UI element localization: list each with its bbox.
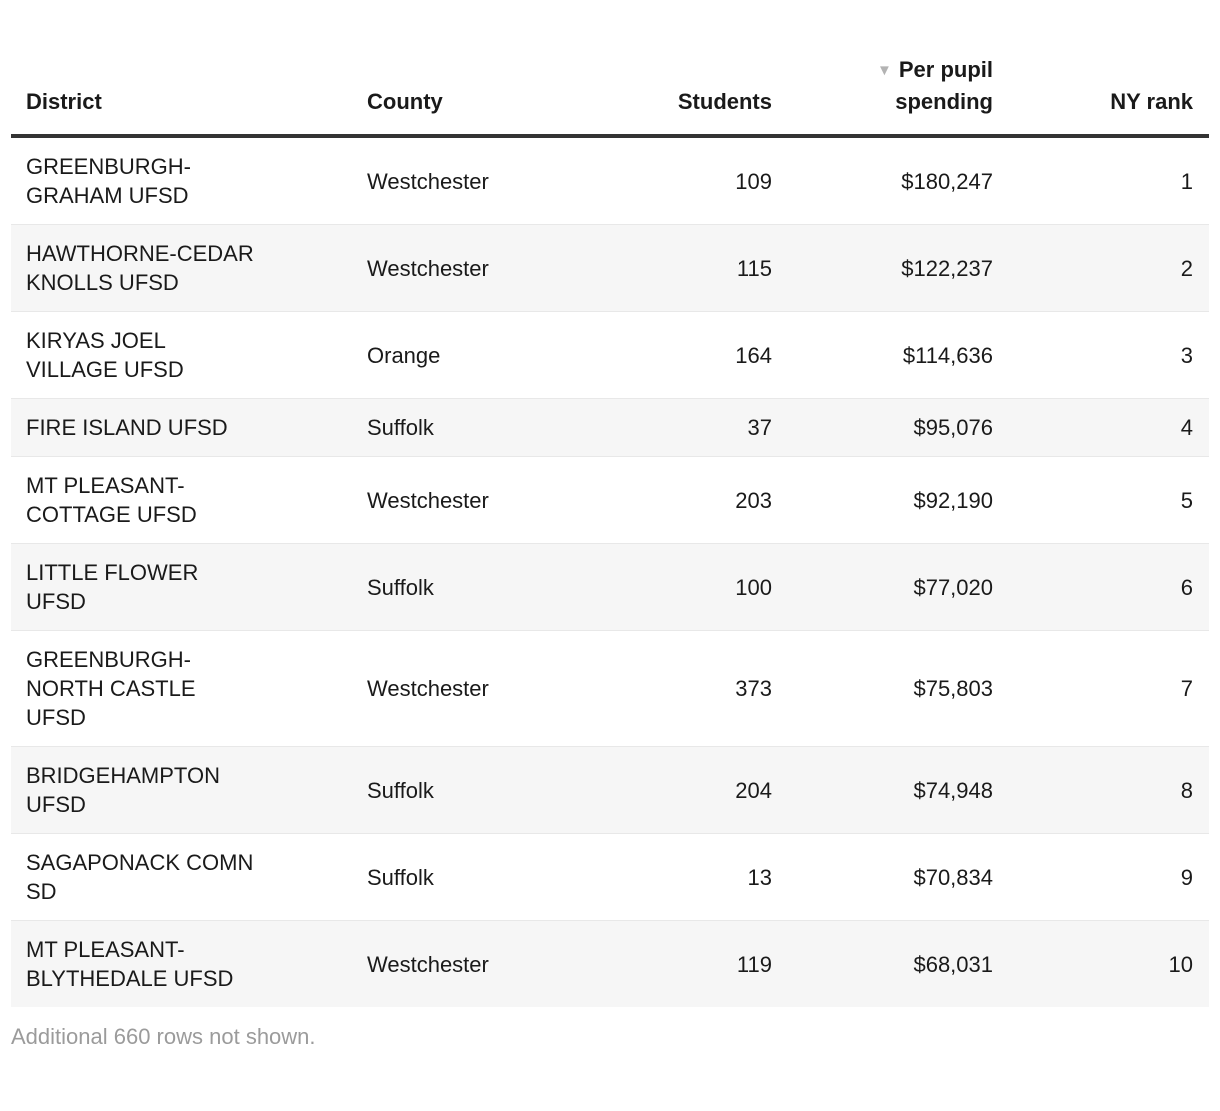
- cell-county: Westchester: [367, 168, 489, 194]
- cell-students: 373: [573, 630, 786, 747]
- cell-district: MT PLEASANT- BLYTHEDALE UFSD: [11, 920, 353, 1007]
- table-header-row: District County Students ▼ Per pupil spen…: [11, 55, 1209, 138]
- cell-county: Westchester: [353, 920, 573, 1007]
- cell-spending: $74,948: [786, 746, 1007, 834]
- cell-spending: $77,020: [786, 543, 1007, 631]
- cell-students: 119: [573, 920, 786, 1007]
- column-header-ny-rank[interactable]: NY rank: [1007, 55, 1209, 138]
- cell-district: KIRYAS JOEL VILLAGE UFSD: [11, 311, 353, 399]
- cell-county: Westchester: [353, 224, 573, 312]
- table-body: GREENBURGH- GRAHAM UFSD Westchester 109 …: [11, 136, 1209, 1007]
- cell-county: Westchester: [353, 456, 573, 544]
- cell-ny-rank: 3: [1007, 311, 1209, 399]
- cell-ny-rank: 8: [1007, 746, 1209, 834]
- cell-students: 203: [573, 456, 786, 544]
- cell-county: Suffolk: [353, 398, 573, 457]
- cell-spending: $180,247: [901, 168, 993, 194]
- cell-district: BRIDGEHAMPTON UFSD: [11, 746, 353, 834]
- table-row: GREENBURGH- NORTH CASTLE UFSD Westcheste…: [11, 630, 1209, 747]
- cell-district: SAGAPONACK COMN SD: [11, 833, 353, 921]
- cell-ny-rank: 6: [1007, 543, 1209, 631]
- cell-county: Suffolk: [353, 543, 573, 631]
- table-row: HAWTHORNE-CEDAR KNOLLS UFSD Westchester …: [11, 224, 1209, 312]
- cell-spending: $68,031: [786, 920, 1007, 1007]
- cell-district: FIRE ISLAND UFSD: [11, 398, 353, 457]
- cell-district: HAWTHORNE-CEDAR KNOLLS UFSD: [11, 224, 353, 312]
- cell-students: 115: [573, 224, 786, 312]
- districts-table: District County Students ▼ Per pupil spen…: [11, 55, 1209, 1007]
- table-row: MT PLEASANT- BLYTHEDALE UFSD Westchester…: [11, 920, 1209, 1007]
- table-row: GREENBURGH- GRAHAM UFSD Westchester 109 …: [11, 136, 1209, 225]
- cell-district: GREENBURGH- NORTH CASTLE UFSD: [11, 630, 353, 747]
- sort-desc-icon: ▼: [877, 62, 892, 79]
- table-row: SAGAPONACK COMN SD Suffolk 13 $70,834 9: [11, 833, 1209, 921]
- column-header-students[interactable]: Students: [573, 55, 786, 138]
- cell-spending: $92,190: [786, 456, 1007, 544]
- cell-county: Suffolk: [353, 746, 573, 834]
- cell-district: MT PLEASANT- COTTAGE UFSD: [11, 456, 353, 544]
- table-row: FIRE ISLAND UFSD Suffolk 37 $95,076 4: [11, 398, 1209, 457]
- table-row: LITTLE FLOWER UFSD Suffolk 100 $77,020 6: [11, 543, 1209, 631]
- cell-students: 37: [573, 398, 786, 457]
- cell-district: LITTLE FLOWER UFSD: [11, 543, 353, 631]
- table-row: BRIDGEHAMPTON UFSD Suffolk 204 $74,948 8: [11, 746, 1209, 834]
- cell-county: Suffolk: [353, 833, 573, 921]
- table-row: KIRYAS JOEL VILLAGE UFSD Orange 164 $114…: [11, 311, 1209, 399]
- cell-ny-rank: 2: [1007, 224, 1209, 312]
- cell-ny-rank: 1: [1180, 168, 1193, 194]
- column-header-per-pupil-spending[interactable]: ▼ Per pupil spending: [786, 55, 1007, 138]
- table-row: MT PLEASANT- COTTAGE UFSD Westchester 20…: [11, 456, 1209, 544]
- cell-students: 164: [573, 311, 786, 399]
- cell-students: 13: [573, 833, 786, 921]
- cell-district: GREENBURGH- GRAHAM UFSD: [26, 154, 192, 208]
- cell-ny-rank: 5: [1007, 456, 1209, 544]
- cell-spending: $114,636: [786, 311, 1007, 399]
- cell-ny-rank: 4: [1007, 398, 1209, 457]
- rows-not-shown-note: Additional 660 rows not shown.: [11, 1024, 316, 1049]
- cell-county: Westchester: [353, 630, 573, 747]
- cell-county: Orange: [353, 311, 573, 399]
- cell-spending: $95,076: [786, 398, 1007, 457]
- cell-ny-rank: 10: [1007, 920, 1209, 1007]
- column-header-per-pupil-spending-label: Per pupil spending: [895, 57, 993, 114]
- cell-spending: $75,803: [786, 630, 1007, 747]
- cell-spending: $122,237: [786, 224, 1007, 312]
- cell-students: 100: [573, 543, 786, 631]
- column-header-county[interactable]: County: [353, 55, 573, 138]
- cell-ny-rank: 9: [1007, 833, 1209, 921]
- cell-students: 109: [735, 168, 772, 194]
- districts-table-widget: District County Students ▼ Per pupil spen…: [11, 55, 1209, 1007]
- cell-students: 204: [573, 746, 786, 834]
- cell-ny-rank: 7: [1007, 630, 1209, 747]
- column-header-district[interactable]: District: [11, 55, 353, 138]
- cell-spending: $70,834: [786, 833, 1007, 921]
